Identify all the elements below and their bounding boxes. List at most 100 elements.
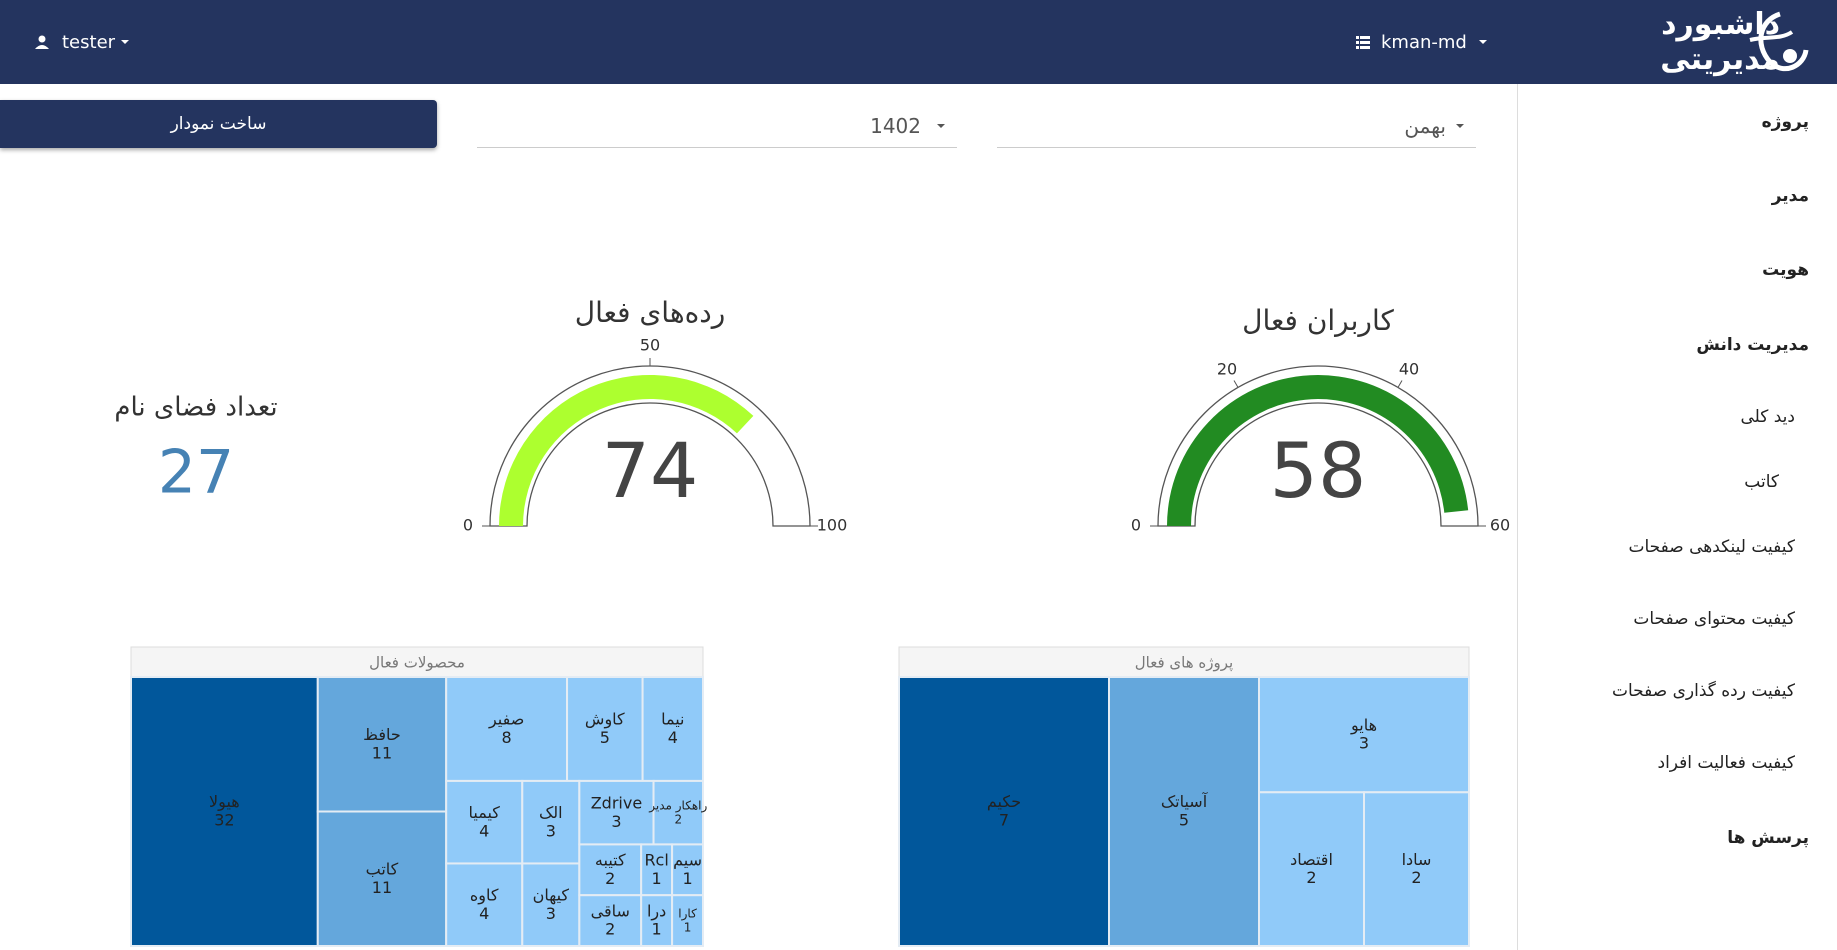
nav-item[interactable]: کیفیت فعالیت افراد bbox=[1657, 753, 1796, 773]
gauge-value: 74 bbox=[602, 426, 699, 515]
nav-item[interactable]: پرسش ها bbox=[1727, 828, 1809, 848]
tile-value: 1 bbox=[652, 869, 662, 888]
tile-name: هایو bbox=[1350, 715, 1377, 735]
tile-value: 2 bbox=[605, 920, 615, 939]
user-icon bbox=[35, 35, 49, 49]
gauge-value: 58 bbox=[1270, 426, 1367, 515]
tile-name: کتیبه bbox=[595, 851, 626, 870]
user-name: tester bbox=[62, 31, 116, 53]
tile-name: کیهان bbox=[533, 885, 570, 905]
tile-name: حافظ bbox=[363, 725, 401, 744]
tile-name: کیمیا bbox=[469, 803, 501, 822]
gauge-band bbox=[1167, 375, 1469, 526]
nav-item[interactable]: کیفیت لینکدهی صفحات bbox=[1628, 537, 1795, 557]
year-select[interactable]: 1402 bbox=[477, 105, 957, 148]
tile-value: 1 bbox=[682, 869, 692, 888]
tile-value: 4 bbox=[479, 821, 489, 840]
gauge-tick-label: 20 bbox=[1217, 360, 1237, 379]
tile-value: 2 bbox=[1411, 868, 1421, 887]
kpi-value: 27 bbox=[158, 438, 234, 508]
treemap-tile bbox=[671, 843, 704, 897]
tile-name: Rcl bbox=[644, 851, 668, 870]
tile-value: 1 bbox=[652, 920, 662, 939]
gauge-band bbox=[499, 375, 754, 526]
tile-value: 3 bbox=[611, 812, 621, 831]
treemap-tile bbox=[1258, 791, 1365, 947]
sidebar: پروژه مدیر هویت مدیریت دانش دید کلی کاتب کیفیت… bbox=[1517, 84, 1837, 950]
tile-name: هیولا bbox=[209, 792, 240, 812]
workspace-menu[interactable]: kman-md bbox=[1355, 0, 1493, 84]
treemap-tile bbox=[521, 862, 581, 947]
gauge-tick-label: 50 bbox=[640, 336, 660, 355]
tile-name: کاوه bbox=[470, 885, 499, 905]
tile-value: 5 bbox=[1179, 811, 1189, 830]
user-menu[interactable]: tester bbox=[34, 0, 135, 84]
tile-value: 2 bbox=[605, 869, 615, 888]
treemap-title: پروژه های فعال bbox=[1135, 654, 1233, 673]
tile-name: آسیاتک bbox=[1161, 792, 1209, 811]
gauge-tick bbox=[1397, 380, 1403, 388]
treemap-tile bbox=[566, 676, 644, 782]
treemap-tile bbox=[898, 676, 1110, 947]
build-chart-button[interactable]: ساخت نمودار bbox=[0, 100, 437, 148]
tile-value: 2 bbox=[674, 812, 682, 826]
tile-name: اقتصاد bbox=[1290, 850, 1333, 869]
gauge-title: رده‌های فعال bbox=[575, 296, 726, 329]
tile-name: ساقی bbox=[591, 901, 630, 920]
treemap-tile bbox=[445, 779, 524, 865]
treemap-header bbox=[130, 646, 704, 678]
tile-name: حکیم bbox=[987, 792, 1021, 811]
treemap-tile bbox=[1108, 676, 1260, 947]
nav-item[interactable]: پروژه bbox=[1761, 112, 1809, 132]
caret bbox=[1456, 124, 1464, 128]
nav-item[interactable]: کاتب bbox=[1744, 472, 1779, 492]
gauge-tick bbox=[1233, 380, 1239, 388]
treemap-tile bbox=[641, 676, 705, 782]
nav-item[interactable]: کیفیت رده گذاری صفحات bbox=[1612, 681, 1795, 701]
treemap-tile bbox=[130, 676, 319, 947]
treemap-tile bbox=[671, 894, 704, 947]
nav-item[interactable]: دید کلی bbox=[1740, 407, 1795, 427]
treemap-tile bbox=[316, 810, 448, 947]
tile-name: الک bbox=[539, 803, 563, 822]
treemap-tile bbox=[1258, 676, 1470, 794]
year-value: 1402 bbox=[870, 114, 921, 138]
tile-value: 8 bbox=[502, 728, 512, 747]
treemap-tile bbox=[578, 779, 655, 846]
tile-value: 11 bbox=[372, 878, 392, 897]
treemap-header bbox=[898, 646, 1470, 678]
tile-value: 3 bbox=[546, 904, 556, 923]
tile-value: 7 bbox=[999, 811, 1009, 830]
tile-value: 4 bbox=[668, 728, 678, 747]
nav-item[interactable]: کیفیت محتوای صفحات bbox=[1633, 609, 1795, 629]
tile-name: Zdrive bbox=[591, 793, 642, 812]
tile-value: 11 bbox=[372, 743, 392, 762]
tile-name: کارا bbox=[678, 907, 697, 922]
tile-value: 3 bbox=[546, 821, 556, 840]
tile-name: سیم bbox=[673, 851, 702, 870]
tile-value: 1 bbox=[684, 920, 692, 934]
tile-value: 32 bbox=[214, 811, 234, 830]
tile-name: درا bbox=[647, 901, 666, 921]
caret bbox=[1478, 40, 1487, 44]
treemap-tile bbox=[1363, 791, 1470, 947]
top-bar: tester kman-md داشبورد مدیریتی bbox=[0, 0, 1837, 84]
nav-item[interactable]: هویت bbox=[1762, 260, 1809, 280]
nav-item[interactable]: مدیریت دانش bbox=[1696, 335, 1809, 355]
month-value: بهمن bbox=[1404, 114, 1446, 138]
treemap-tile bbox=[316, 676, 448, 813]
gauge-tick-label: 0 bbox=[463, 516, 473, 535]
tile-name: سادا bbox=[1402, 850, 1432, 869]
tile-name: کاوش bbox=[585, 710, 625, 730]
logo-icon bbox=[1749, 11, 1809, 72]
tile-value: 2 bbox=[1306, 868, 1316, 887]
tile-name: کاتب bbox=[366, 859, 399, 878]
grid-icon bbox=[1356, 36, 1370, 49]
gauge-tick-label: 100 bbox=[817, 516, 848, 535]
treemap-tile bbox=[578, 894, 643, 947]
tile-value: 5 bbox=[600, 728, 610, 747]
month-select[interactable]: بهمن bbox=[997, 105, 1476, 148]
nav-item[interactable]: مدیر bbox=[1771, 186, 1809, 206]
